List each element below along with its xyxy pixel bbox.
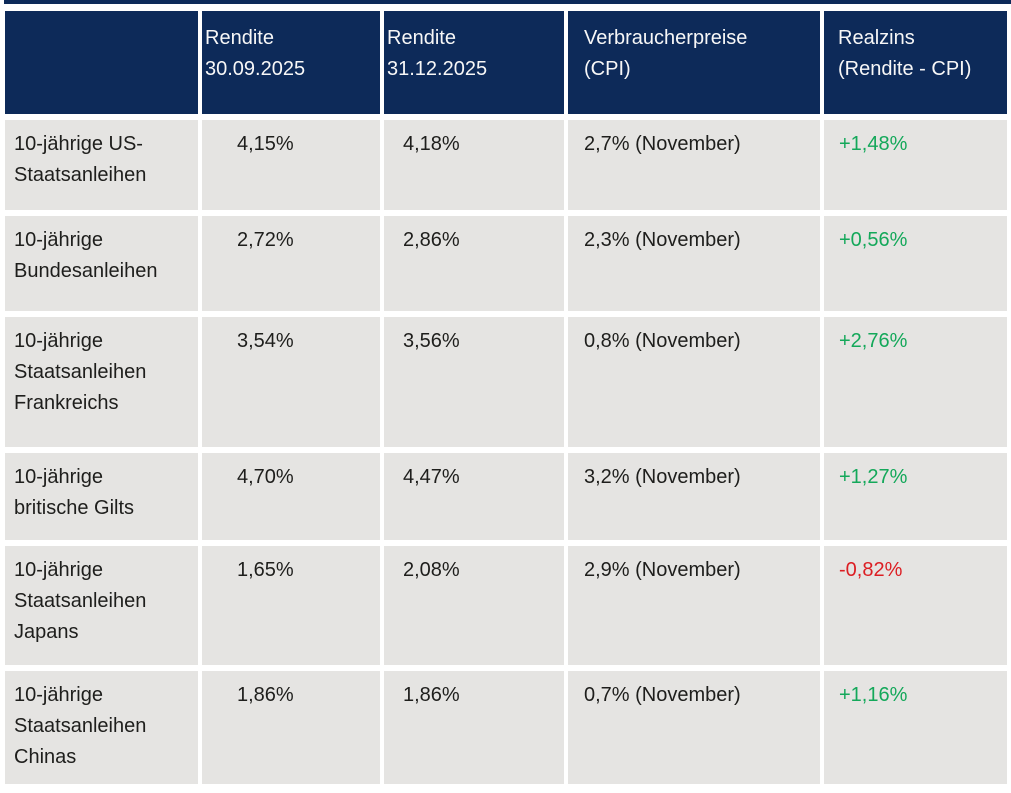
row-label-cell: 10-jährige Staatsanleihen Chinas bbox=[5, 671, 202, 790]
rendite-3112-cell: 3,56% bbox=[384, 317, 568, 453]
rendite-3009-cell: 2,72% bbox=[202, 216, 384, 317]
rendite-3112-cell: 4,18% bbox=[384, 120, 568, 216]
cpi-cell: 2,7% (November) bbox=[568, 120, 824, 216]
table-row: 10-jährige Staatsanleihen Frankreichs 3,… bbox=[5, 317, 1007, 453]
cpi-cell: 2,3% (November) bbox=[568, 216, 824, 317]
col-header-rendite-3009: Rendite 30.09.2025 bbox=[202, 11, 384, 120]
table-row: 10-jährige Staatsanleihen Chinas 1,86% 1… bbox=[5, 671, 1007, 790]
header-row: Rendite 30.09.2025 Rendite 31.12.2025 Ve… bbox=[5, 11, 1007, 120]
row-label-cell: 10-jährige Bundesanleihen bbox=[5, 216, 202, 317]
cpi-cell: 3,2% (November) bbox=[568, 453, 824, 546]
rendite-3112-cell: 1,86% bbox=[384, 671, 568, 790]
row-label-cell: 10-jährige Staatsanleihen Frankreichs bbox=[5, 317, 202, 453]
realzins-cell: +0,56% bbox=[824, 216, 1007, 317]
realzins-cell: +1,48% bbox=[824, 120, 1007, 216]
table-row: 10-jährige Staatsanleihen Japans 1,65% 2… bbox=[5, 546, 1007, 671]
table-row: 10-jährige britische Gilts 4,70% 4,47% 3… bbox=[5, 453, 1007, 546]
realzins-cell: -0,82% bbox=[824, 546, 1007, 671]
col-header-realzins: Realzins (Rendite - CPI) bbox=[824, 11, 1007, 120]
rendite-3009-cell: 3,54% bbox=[202, 317, 384, 453]
rendite-3009-cell: 4,15% bbox=[202, 120, 384, 216]
col-header-rendite-3112: Rendite 31.12.2025 bbox=[384, 11, 568, 120]
rendite-3009-cell: 4,70% bbox=[202, 453, 384, 546]
row-label-cell: 10-jährige US-Staatsanleihen bbox=[5, 120, 202, 216]
table-row: 10-jährige Bundesanleihen 2,72% 2,86% 2,… bbox=[5, 216, 1007, 317]
col-header-cpi: Verbraucherpreise (CPI) bbox=[568, 11, 824, 120]
row-label-cell: 10-jährige britische Gilts bbox=[5, 453, 202, 546]
table-row: 10-jährige US-Staatsanleihen 4,15% 4,18%… bbox=[5, 120, 1007, 216]
rendite-3112-cell: 2,86% bbox=[384, 216, 568, 317]
cpi-cell: 0,7% (November) bbox=[568, 671, 824, 790]
realzins-cell: +1,27% bbox=[824, 453, 1007, 546]
rendite-3009-cell: 1,86% bbox=[202, 671, 384, 790]
bond-yield-table: Rendite 30.09.2025 Rendite 31.12.2025 Ve… bbox=[5, 11, 1007, 790]
realzins-cell: +2,76% bbox=[824, 317, 1007, 453]
cpi-cell: 0,8% (November) bbox=[568, 317, 824, 453]
row-label-cell: 10-jährige Staatsanleihen Japans bbox=[5, 546, 202, 671]
rendite-3112-cell: 2,08% bbox=[384, 546, 568, 671]
cpi-cell: 2,9% (November) bbox=[568, 546, 824, 671]
rendite-3112-cell: 4,47% bbox=[384, 453, 568, 546]
realzins-cell: +1,16% bbox=[824, 671, 1007, 790]
col-header-empty bbox=[5, 11, 202, 120]
top-accent-bar bbox=[4, 0, 1011, 4]
rendite-3009-cell: 1,65% bbox=[202, 546, 384, 671]
